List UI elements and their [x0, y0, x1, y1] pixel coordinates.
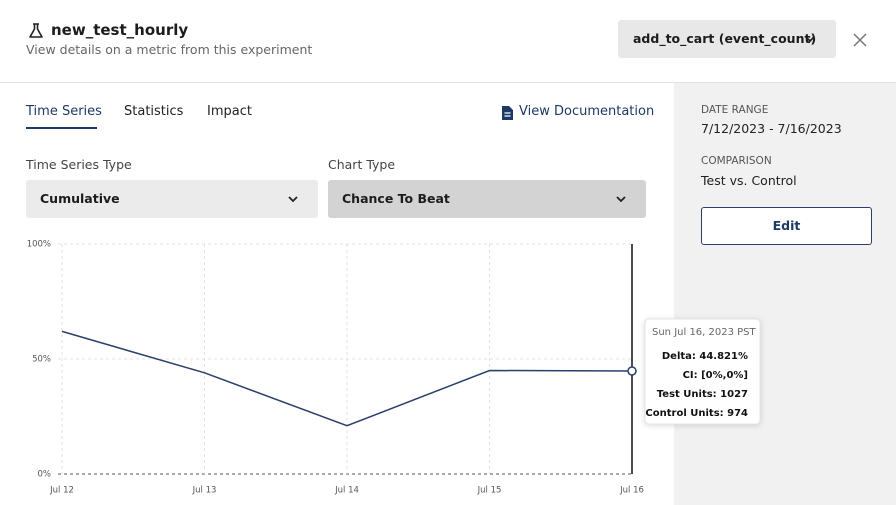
- select-value: Chance To Beat: [342, 191, 450, 206]
- tooltip-title: Sun Jul 16, 2023 PST: [652, 327, 757, 338]
- tooltip-box: [644, 318, 761, 425]
- time-series-select[interactable]: Cumulative: [26, 180, 318, 218]
- data-line: [61, 330, 633, 427]
- sidebar-value: Test vs. Control: [701, 173, 797, 188]
- tooltip-row: Control Units: 974: [645, 408, 748, 419]
- chart: 0% 50% 100% Jul 12 Jul 13 Jul 14 Jul 15 Jul 16 S…: [27, 240, 761, 496]
- x-tick-label: Jul 15: [477, 486, 502, 496]
- control-label: Chart Type: [328, 157, 396, 172]
- control-label: Time Series Type: [26, 157, 132, 172]
- close-button[interactable]: [853, 33, 867, 47]
- tab-underline: [26, 127, 97, 129]
- select-value: Cumulative: [40, 191, 120, 206]
- tooltip-row: Delta: 44.821%: [662, 351, 748, 362]
- edit-button[interactable]: Edit: [701, 207, 872, 245]
- y-tick-label: 50%: [32, 355, 51, 365]
- chevron-icon: [616, 196, 626, 203]
- tab[interactable]: Impact: [207, 104, 252, 119]
- sidebar-label: COMPARISON: [701, 155, 772, 167]
- sidebar: [674, 83, 896, 505]
- x-tick-label: Jul 14: [334, 486, 359, 496]
- chevron-icon: [288, 196, 298, 203]
- divider: [0, 82, 896, 83]
- tab[interactable]: Statistics: [124, 104, 184, 119]
- sidebar-value: 7/12/2023 - 7/16/2023: [701, 121, 842, 136]
- y-tick-label: 100%: [27, 240, 51, 250]
- flask-icon: [29, 23, 43, 38]
- tooltip-row: Test Units: 1027: [657, 389, 748, 400]
- tooltip-row: CI: [0%,0%]: [683, 370, 748, 381]
- x-tick-label: Jul 16: [619, 486, 644, 496]
- metric-dropdown[interactable]: add_to_cart (event_count): [618, 20, 836, 58]
- edit-label: Edit: [772, 218, 801, 233]
- documentation-link[interactable]: View Documentation: [519, 104, 655, 119]
- metric-label: add_to_cart (event_count): [633, 31, 817, 46]
- sidebar-label: DATE RANGE: [701, 104, 769, 116]
- page-title: new_test_hourly: [51, 21, 189, 39]
- doc-icon: [502, 106, 513, 120]
- x-tick-label: Jul 13: [192, 486, 217, 496]
- chart-type-select[interactable]: Chance To Beat: [328, 180, 646, 218]
- page-subtitle: View details on a metric from this exper…: [26, 42, 313, 57]
- chevron-icon: [805, 36, 815, 43]
- y-tick-label: 0%: [38, 470, 52, 480]
- tab[interactable]: Time Series: [26, 104, 102, 119]
- x-tick-label: Jul 12: [49, 486, 74, 496]
- hover-point: [627, 366, 637, 376]
